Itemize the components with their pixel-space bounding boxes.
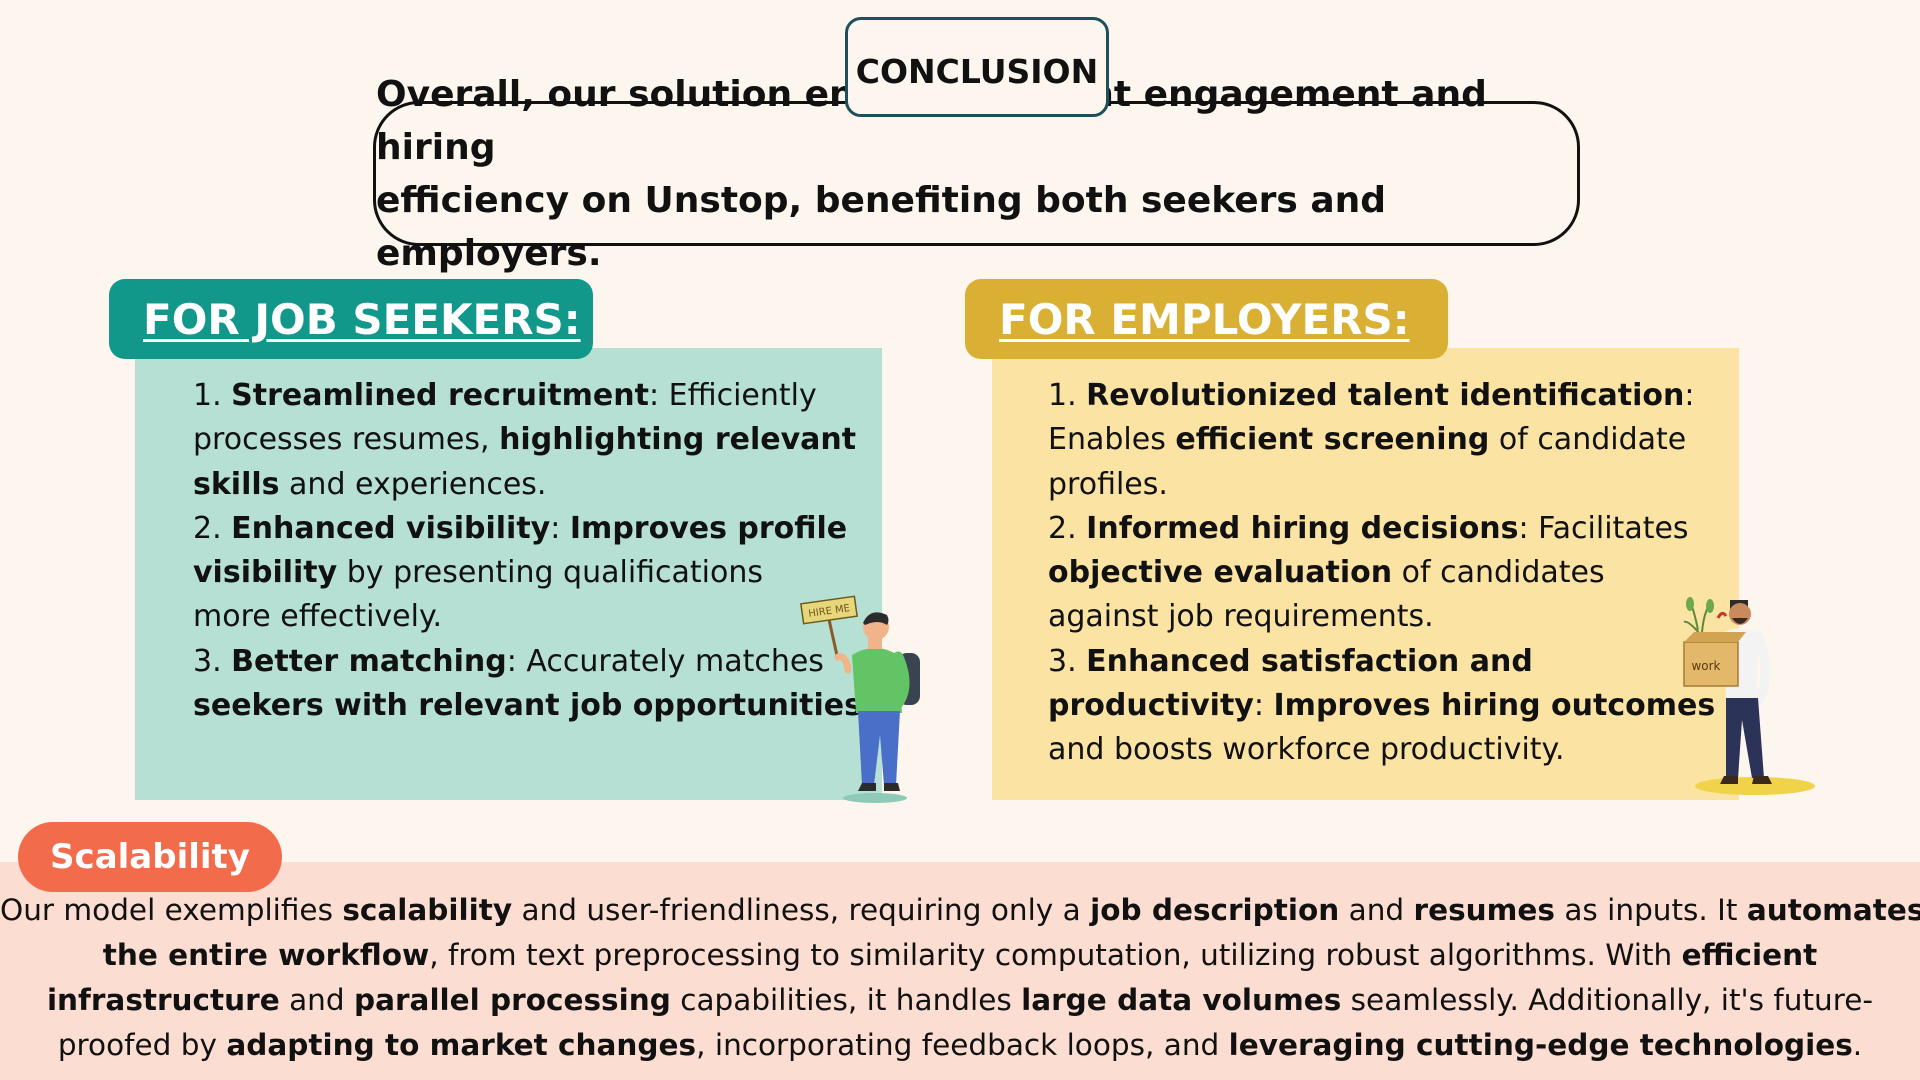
list-item-cont: visibility by presenting qualifications [193, 555, 764, 591]
summary-box: Overall, our solution enhances talent en… [373, 74, 1580, 274]
list-item: 1. Revolutionized talent identification: [1048, 378, 1695, 413]
list-item-cont: objective evaluation of candidates [1048, 555, 1605, 591]
list-item-cont: Enables efficient screening of candidate [1048, 422, 1687, 458]
employers-panel [992, 348, 1739, 800]
conclusion-tab: CONCLUSION [845, 17, 1109, 117]
hire-me-sign: HIRE ME [800, 595, 858, 625]
list-item-cont: skills and experiences. [193, 466, 547, 502]
conclusion-label: CONCLUSION [855, 52, 1099, 91]
scalability-paragraph: Our model exemplifies scalability and us… [0, 888, 1920, 1068]
summary-line-2: efficiency on Unstop, benefiting both se… [376, 179, 1387, 274]
list-item-cont: profiles. [1048, 466, 1168, 502]
list-item-cont: more effectively. [193, 599, 442, 635]
list-item: 2. Informed hiring decisions: Facilitate… [1048, 510, 1689, 546]
paragraph-line: the entire workflow, from text preproces… [102, 938, 1818, 972]
list-item: 3. Enhanced satisfaction and [1048, 643, 1533, 679]
list-item: 3. Better matching: Accurately matches [193, 643, 824, 679]
job-seekers-title: FOR JOB SEEKERS: [109, 279, 593, 359]
list-item: 1. Streamlined recruitment: Efficiently [193, 378, 817, 413]
work-box: work [1683, 632, 1746, 687]
list-item-cont: and boosts workforce productivity. [1048, 732, 1565, 768]
paragraph-line: proofed by adapting to market changes, i… [57, 1028, 1863, 1062]
list-item-cont: seekers with relevant job opportunities. [193, 688, 871, 724]
svg-text:work: work [1691, 659, 1720, 673]
list-item: 2. Enhanced visibility: Improves profile [193, 510, 848, 546]
job-seekers-panel [135, 348, 882, 800]
job-seekers-list: 1. Streamlined recruitment: Efficiently … [193, 374, 871, 728]
employer-illustration: work [1683, 597, 1815, 795]
employers-title: FOR EMPLOYERS: [965, 279, 1448, 359]
paragraph-line: Our model exemplifies scalability and us… [0, 893, 1920, 927]
scalability-label: Scalability [18, 822, 282, 892]
list-item-cont: productivity: Improves hiring outcomes [1048, 688, 1716, 724]
list-item-cont: processes resumes, highlighting relevant [193, 422, 857, 458]
list-item-cont: against job requirements. [1048, 599, 1434, 635]
job-seeker-illustration: HIRE ME [800, 595, 920, 803]
employers-list: 1. Revolutionized talent identification:… [1048, 374, 1715, 773]
scalability-panel [0, 862, 1920, 1080]
paragraph-line: infrastructure and parallel processing c… [46, 983, 1874, 1017]
